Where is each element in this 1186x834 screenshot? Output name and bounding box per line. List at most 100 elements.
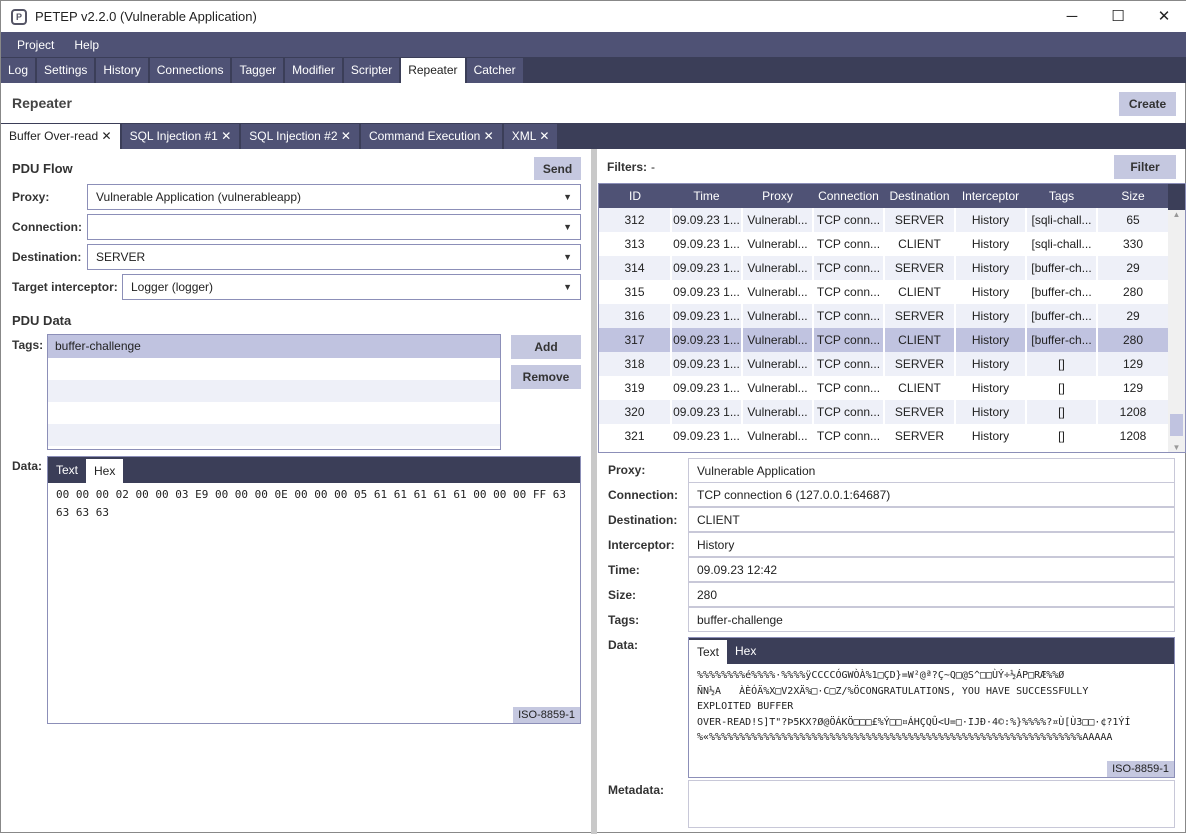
col-connection[interactable]: Connection [813,184,884,208]
data-textarea[interactable]: 00 00 00 02 00 00 03 E9 00 00 00 0E 00 0… [56,488,573,519]
menu-project[interactable]: Project [17,37,55,52]
tab-text[interactable]: Text [689,640,728,664]
detail-value[interactable]: buffer-challenge [688,607,1175,632]
title-bar: P PETEP v2.2.0 (Vulnerable Application) … [1,1,1186,32]
tab-buffer-over-read[interactable]: Buffer Over-read ✕ [1,124,120,149]
cell-interceptor: History [955,376,1027,400]
cell-destination: CLIENT [884,232,956,256]
tab-command-execution[interactable]: Command Execution ✕ [360,124,502,149]
create-button[interactable]: Create [1119,92,1176,116]
detail-label: Proxy: [608,463,646,477]
split-divider[interactable] [591,149,597,834]
table-row[interactable]: 312 09.09.23 1... Vulnerabl... TCP conn... S… [599,208,1170,232]
tags-list[interactable]: buffer-challenge [47,334,501,450]
filter-button[interactable]: Filter [1114,155,1176,179]
table-row[interactable]: 321 09.09.23 1... Vulnerabl... TCP conn... S… [599,424,1170,448]
menu-help[interactable]: Help [74,37,100,52]
cell-tags: [] [1026,424,1098,448]
connection-select[interactable]: ▼ [87,214,581,240]
col-tags[interactable]: Tags [1026,184,1097,208]
tab-log[interactable]: Log [1,58,36,83]
filters-value: - [651,160,655,174]
tab-history[interactable]: History [96,58,148,83]
close-tab-icon[interactable]: ✕ [101,129,112,143]
proxy-select[interactable]: Vulnerable Application (vulnerableapp) ▼ [87,184,581,210]
col-size[interactable]: Size [1097,184,1169,208]
detail-label: Destination: [608,513,678,527]
remove-tag-button[interactable]: Remove [511,365,581,389]
col-interceptor[interactable]: Interceptor [955,184,1026,208]
cell-time: 09.09.23 1... [671,376,743,400]
table-scrollbar[interactable]: ▲ ▼ [1168,210,1185,452]
cell-time: 09.09.23 1... [671,280,743,304]
tab-hex[interactable]: Hex [86,459,124,483]
detail-value[interactable]: CLIENT [688,507,1175,532]
detail-value[interactable]: 280 [688,582,1175,607]
tab-text[interactable]: Text [56,463,79,477]
tab-label: Buffer Over-read [9,129,99,143]
minimize-button[interactable]: ─ [1066,8,1078,25]
cell-id: 319 [599,376,672,400]
detail-value[interactable]: Vulnerable Application [688,458,1175,483]
tab-sql-injection-2[interactable]: SQL Injection #2 ✕ [241,124,359,149]
close-button[interactable]: ✕ [1157,8,1171,25]
tab-modifier[interactable]: Modifier [285,58,342,83]
metadata-field[interactable] [688,780,1175,828]
cell-proxy: Vulnerabl... [742,376,814,400]
scroll-up-icon[interactable]: ▲ [1172,210,1181,219]
tab-scripter[interactable]: Scripter [343,58,400,83]
cell-destination: SERVER [884,208,956,232]
cell-size: 29 [1097,256,1170,280]
tab-catcher[interactable]: Catcher [466,58,523,83]
app-logo-icon: P [11,8,27,25]
tag-item[interactable]: buffer-challenge [48,335,500,358]
connection-label: Connection: [12,220,82,234]
tab-xml[interactable]: XML ✕ [503,124,558,149]
detail-value[interactable]: 09.09.23 12:42 [688,557,1175,582]
cell-destination: CLIENT [884,328,956,352]
table-row[interactable]: 313 09.09.23 1... Vulnerabl... TCP conn... C… [599,232,1170,256]
col-id[interactable]: ID [599,184,671,208]
cell-destination: SERVER [884,400,956,424]
add-tag-button[interactable]: Add [511,335,581,359]
cell-proxy: Vulnerabl... [742,328,814,352]
target-interceptor-select[interactable]: Logger (logger) ▼ [122,274,581,300]
cell-size: 1208 [1097,400,1170,424]
data-format-tabs: Text Hex [689,638,1174,664]
send-button[interactable]: Send [534,157,581,180]
detail-value[interactable]: History [688,532,1175,557]
cell-connection: TCP conn... [813,232,885,256]
tab-tagger[interactable]: Tagger [232,58,284,83]
close-tab-icon[interactable]: ✕ [483,129,494,143]
close-tab-icon[interactable]: ✕ [221,129,232,143]
close-tab-icon[interactable]: ✕ [539,129,550,143]
tab-connections[interactable]: Connections [149,58,231,83]
destination-select[interactable]: SERVER ▼ [87,244,581,270]
col-destination[interactable]: Destination [884,184,955,208]
table-row[interactable]: 315 09.09.23 1... Vulnerabl... TCP conn... C… [599,280,1170,304]
data-format-tabs: Text Hex [48,457,580,483]
tab-repeater[interactable]: Repeater [401,58,465,83]
col-time[interactable]: Time [671,184,742,208]
tab-hex[interactable]: Hex [735,644,757,658]
encoding-label[interactable]: ISO-8859-1 [513,707,580,723]
table-row[interactable]: 320 09.09.23 1... Vulnerabl... TCP conn... S… [599,400,1170,424]
scrollbar-thumb[interactable] [1170,414,1183,436]
close-tab-icon[interactable]: ✕ [340,129,351,143]
encoding-label[interactable]: ISO-8859-1 [1107,761,1174,777]
tab-settings[interactable]: Settings [37,58,95,83]
tab-sql-injection-1[interactable]: SQL Injection #1 ✕ [121,124,240,149]
table-row[interactable]: 316 09.09.23 1... Vulnerabl... TCP conn... S… [599,304,1170,328]
table-row[interactable]: 319 09.09.23 1... Vulnerabl... TCP conn... C… [599,376,1170,400]
table-row[interactable]: 314 09.09.23 1... Vulnerabl... TCP conn... S… [599,256,1170,280]
detail-value[interactable]: TCP connection 6 (127.0.0.1:64687) [688,482,1175,507]
maximize-button[interactable]: ☐ [1111,8,1125,25]
cell-tags: [] [1026,376,1098,400]
table-row[interactable]: 318 09.09.23 1... Vulnerabl... TCP conn... S… [599,352,1170,376]
cell-connection: TCP conn... [813,352,885,376]
col-proxy[interactable]: Proxy [742,184,813,208]
pdu-data-text[interactable]: %%%%%%%%é%%%%·%%%%ÿCCCCÓGWÒÀ%1□ÇD}=W²@ª?… [697,670,1131,743]
table-row[interactable]: 317 09.09.23 1... Vulnerabl... TCP conn... C… [599,328,1170,352]
pdu-data-heading: PDU Data [12,313,72,328]
scroll-down-icon[interactable]: ▼ [1172,443,1181,452]
